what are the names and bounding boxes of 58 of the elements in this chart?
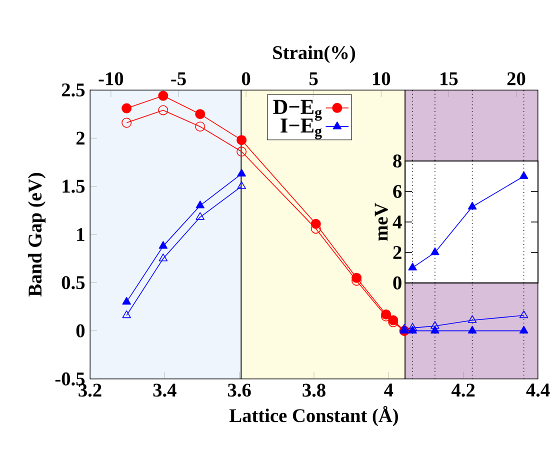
x-axis-title: Lattice Constant (Å) [229, 406, 398, 426]
y-tick-label: 2.5 [62, 83, 85, 97]
point [122, 118, 132, 128]
y2-tick-label: 0 [393, 276, 402, 290]
point [158, 241, 168, 249]
x2-tick-label: 0 [242, 72, 250, 86]
point [122, 103, 132, 114]
x2-axis-title: Strain(%) [273, 46, 356, 64]
point [158, 90, 168, 101]
point [430, 321, 440, 329]
point [122, 310, 131, 318]
y2-tick-label: 8 [393, 154, 402, 168]
point [519, 310, 528, 318]
point [408, 262, 417, 270]
x2-tick-label: -5 [171, 72, 186, 86]
y2-tick-label: 6 [393, 185, 402, 198]
point [236, 146, 247, 157]
y2-tick-label: 2 [393, 246, 402, 259]
point [195, 109, 206, 120]
point [196, 200, 205, 208]
x-tick-label: 3.6 [228, 384, 251, 397]
x2-tick-label: 5 [310, 72, 318, 86]
y-tick-label: 1 [77, 228, 84, 241]
y-tick-label: 0.5 [62, 276, 85, 290]
point [237, 168, 246, 176]
point [158, 105, 168, 116]
x-tick-label: 3.2 [78, 384, 102, 397]
x-tick-label: 3.8 [302, 384, 326, 397]
point [430, 326, 440, 334]
y2-axis-title: meV [374, 202, 388, 241]
x2-tick-label: 20 [507, 72, 526, 86]
x2-tick-label: 15 [440, 72, 458, 86]
point [468, 315, 477, 323]
point [196, 212, 205, 220]
y-tick-label: 0 [76, 324, 85, 338]
y-tick-label: -0.5 [55, 372, 85, 386]
y-tick-label: 1.5 [62, 180, 85, 193]
x-tick-label: 4 [384, 384, 394, 396]
x-tick-label: 3.4 [153, 384, 176, 397]
point [122, 296, 131, 305]
point [519, 171, 528, 179]
y2-tick-label: 4 [392, 216, 402, 228]
x2-tick-label: -10 [98, 72, 124, 86]
point [468, 202, 477, 210]
point [195, 122, 206, 132]
point [408, 322, 417, 331]
x-tick-label: 4.4 [526, 384, 550, 397]
y-tick-label: 2 [76, 132, 84, 145]
point [237, 181, 246, 190]
point [408, 326, 417, 334]
point [430, 247, 440, 256]
point [158, 254, 168, 262]
point [236, 135, 247, 146]
point [519, 326, 528, 334]
y-axis-title: Band Gap (eV) [28, 173, 46, 296]
x2-tick-label: 10 [373, 72, 390, 86]
x-tick-label: 4.2 [452, 384, 475, 397]
point [468, 326, 477, 334]
